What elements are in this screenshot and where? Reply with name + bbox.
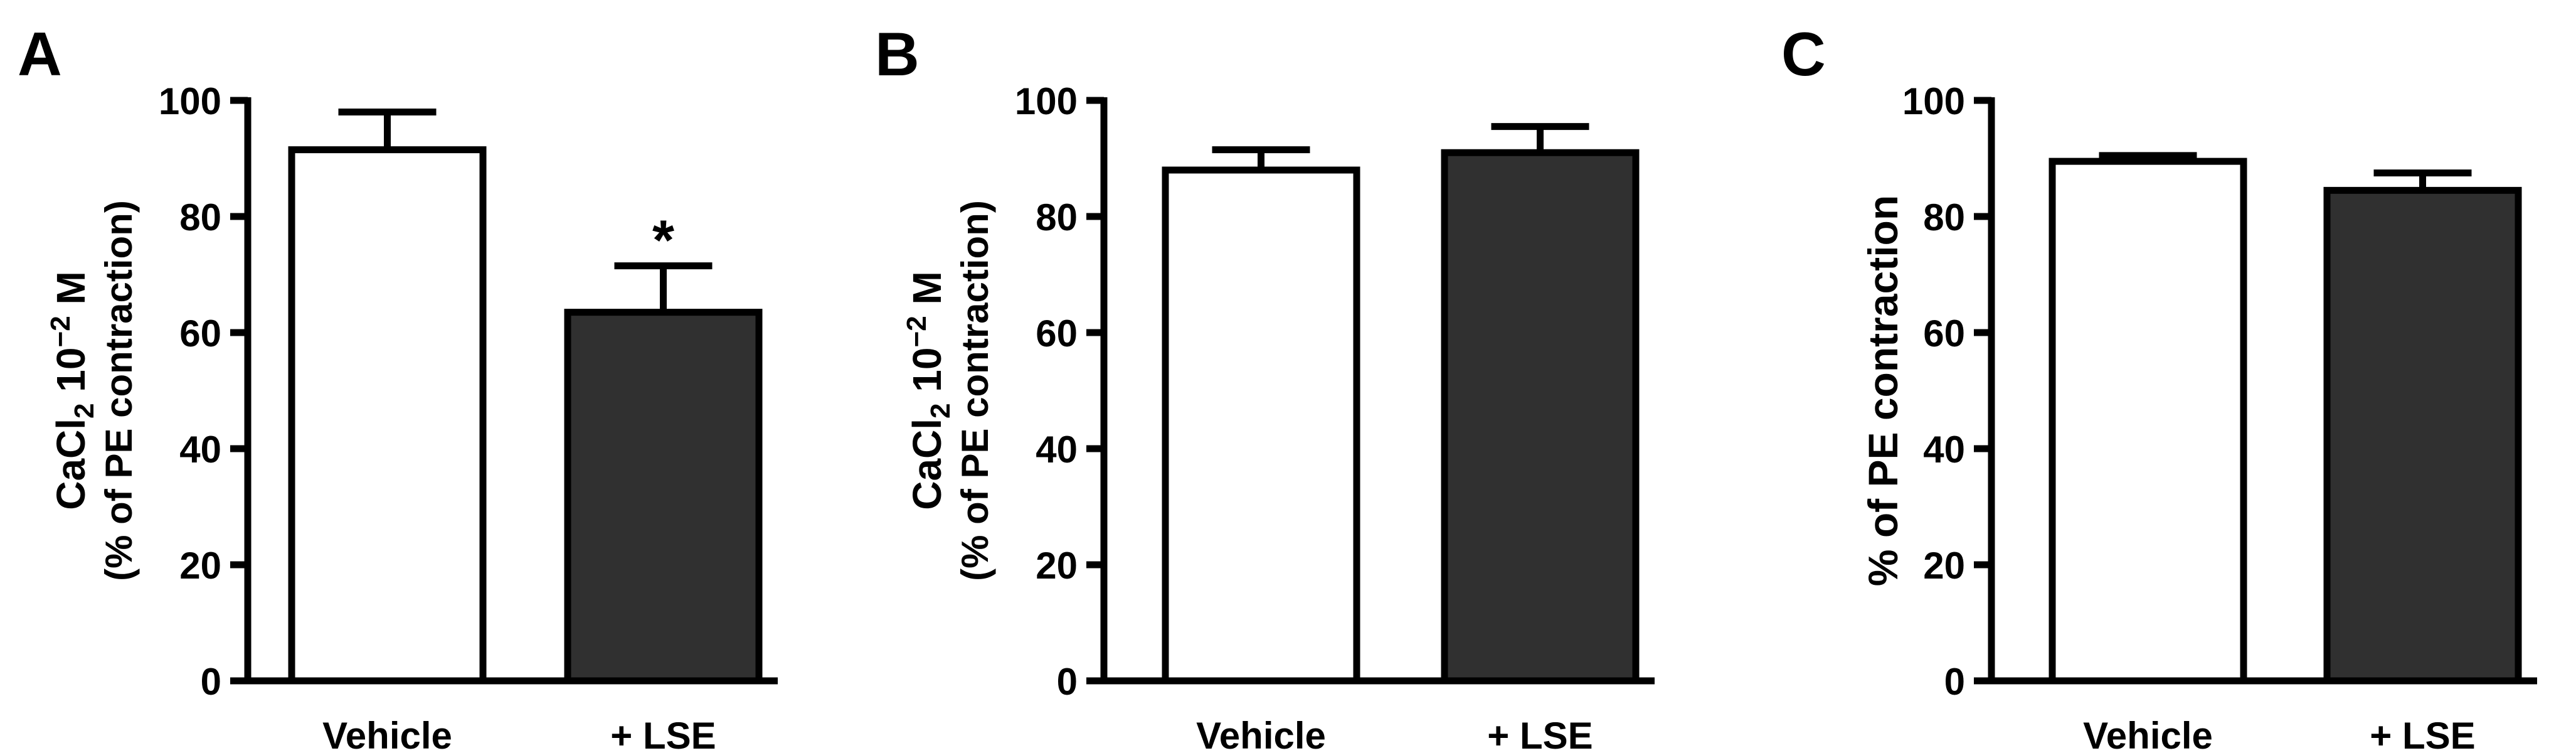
y-axis-label-power-base: 10 [48, 348, 93, 403]
x-tick-label: Vehicle [1196, 715, 1326, 753]
y-tick-label: 60 [1923, 312, 1965, 355]
y-axis-label-line2: (% of PE contraction) [954, 200, 996, 581]
y-axis-label-superscript: −2 [45, 316, 76, 347]
y-tick-label: 20 [1036, 545, 1078, 587]
y-tick-label: 80 [1036, 196, 1078, 238]
y-tick-label: 0 [1057, 661, 1078, 703]
y-tick-label: 40 [1923, 429, 1965, 471]
y-tick-label: 100 [1015, 80, 1078, 122]
bar [2049, 158, 2247, 685]
y-axis-label-line1: CaCl2 10−2 M [901, 271, 956, 510]
panel-c: C 0 20 40 60 80 100 Vehicle + LSE % of PE contrac… [1781, 19, 2537, 753]
y-tick-label: 20 [179, 545, 221, 587]
y-tick-label: 40 [1036, 429, 1078, 471]
y-tick-label: 20 [1923, 545, 1965, 587]
y-axis-label: % of PE contraction [1860, 195, 1906, 586]
x-tick-label: + LSE [1487, 715, 1593, 753]
y-tick-label: 80 [179, 196, 221, 238]
y-axis-label-power-base: 10 [904, 348, 950, 403]
y-tick-label: 0 [201, 661, 221, 703]
panel-letter: C [1781, 19, 1826, 88]
y-tick-label: 60 [179, 312, 221, 355]
y-axis-label-subscript: 2 [69, 403, 100, 418]
bar [2323, 186, 2522, 685]
y-axis-label-superscript: −2 [901, 316, 932, 347]
x-tick-label: + LSE [610, 715, 716, 753]
panel-letter: A [18, 19, 62, 88]
y-tick-label: 40 [179, 429, 221, 471]
x-tick-label: Vehicle [322, 715, 452, 753]
bar [1162, 166, 1360, 685]
panel-a: A 0 20 40 60 80 100 Vehicle + LSE * CaCl2 10−2 M (%… [18, 19, 778, 753]
y-axis-label-subscript: 2 [925, 403, 956, 418]
y-tick-label: 80 [1923, 196, 1965, 238]
y-axis-label-unit: M [904, 271, 950, 316]
y-tick-label: 100 [1902, 80, 1965, 122]
bar [564, 309, 763, 685]
y-axis-label-line1: CaCl2 10−2 M [45, 271, 100, 510]
panel-b: B 0 20 40 60 80 100 Vehicle + LSE CaCl2 10−2 M (% … [875, 19, 1655, 753]
x-tick-label: Vehicle [2083, 715, 2213, 753]
bar [288, 146, 487, 685]
x-tick-label: + LSE [2370, 715, 2475, 753]
significance-marker: * [652, 210, 674, 272]
y-tick-label: 100 [159, 80, 221, 122]
panel-letter: B [875, 19, 920, 88]
y-tick-label: 0 [1944, 661, 1965, 703]
y-axis-label-main: CaCl [48, 419, 93, 510]
y-tick-label: 60 [1036, 312, 1078, 355]
y-axis-label-unit: M [48, 271, 93, 316]
y-axis-label-line2: (% of PE contraction) [98, 200, 140, 581]
y-axis-label-main: CaCl [904, 419, 950, 510]
bar [1441, 149, 1640, 685]
